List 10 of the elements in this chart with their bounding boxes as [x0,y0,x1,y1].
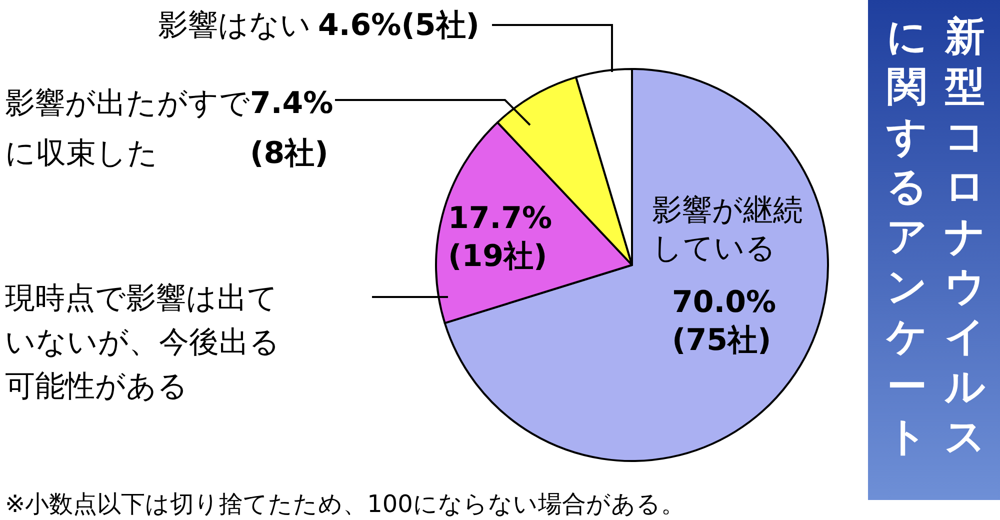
data-label: 17.7% (19社) [448,201,552,274]
data-label: 7.4% (8社) [250,86,334,171]
chart-title: 新型コロナウイルスに関するアンケート [886,14,986,460]
slice-label: 影響はない [158,8,311,43]
data-label: 4.6%(5社) [318,8,480,43]
slice-label: 現時点で影響は出ていないが、今後出る可能性がある [5,281,280,404]
text: ※小数点以下は切り捨てたため、100にならない場合がある。 [5,490,685,518]
data-label: 70.0% (75社) [672,285,776,358]
slice-label: 影響が継続している [652,193,803,266]
slice-label: 影響が出たがすでに収束した [5,86,250,171]
